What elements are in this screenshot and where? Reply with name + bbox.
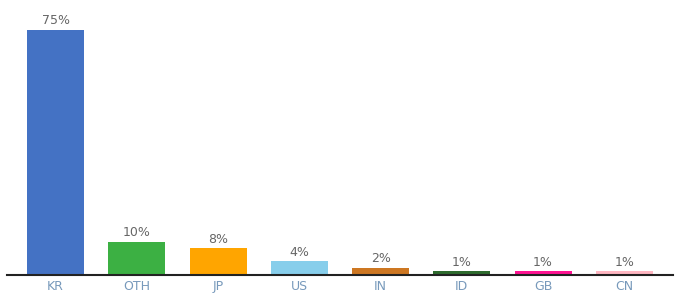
Bar — [27, 30, 84, 274]
Bar — [109, 242, 165, 274]
Bar — [271, 261, 328, 274]
Text: 10%: 10% — [123, 226, 151, 239]
Bar — [596, 271, 653, 274]
Text: 1%: 1% — [533, 256, 553, 268]
Text: 1%: 1% — [614, 256, 634, 268]
Bar — [515, 271, 571, 274]
Bar — [190, 248, 247, 274]
Text: 2%: 2% — [371, 252, 390, 266]
Text: 4%: 4% — [290, 246, 309, 259]
Bar — [352, 268, 409, 274]
Text: 8%: 8% — [208, 233, 228, 246]
Text: 75%: 75% — [41, 14, 69, 27]
Bar — [433, 271, 490, 274]
Text: 1%: 1% — [452, 256, 472, 268]
